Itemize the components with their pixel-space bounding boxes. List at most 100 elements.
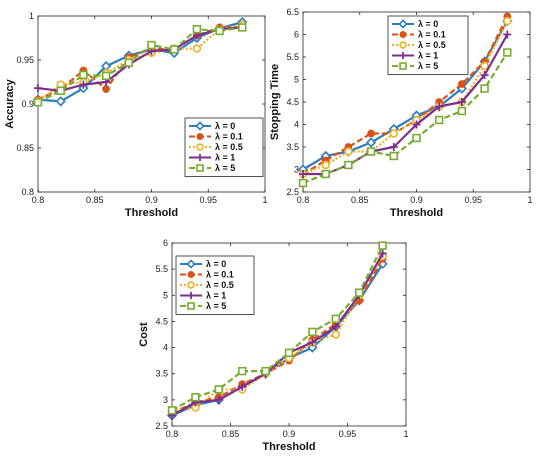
cost-y-tick-label: 6	[163, 238, 168, 248]
stopping-time-y-tick-label: 3	[294, 165, 299, 175]
cost-chart: 0.8 0.85 0.9 0.95 1 2.5 3 3.5 4 4.5 5 5.5 6 Threshold…	[138, 238, 409, 453]
accuracy-y-tick-label: 0.9	[21, 99, 34, 109]
stopping-time-legend-label: λ = 1	[418, 51, 438, 61]
cost-y-tick-label: 3	[163, 395, 168, 405]
cost-legend-label: λ = 1	[206, 291, 226, 301]
stopping-time-data-point	[365, 137, 377, 148]
stopping-time-legend-marker	[399, 41, 407, 49]
stopping-time-y-tick-label: 4	[294, 120, 299, 130]
cost-series-line	[171, 245, 384, 412]
stopping-time-legend-marker	[399, 62, 407, 70]
accuracy-legend: λ = 0λ = 0.1λ = 0.5λ = 1λ = 5	[184, 117, 264, 177]
stopping-time-legend-label: λ = 0.5	[418, 40, 446, 50]
cost-legend-marker	[186, 259, 196, 269]
cost-data-point	[308, 338, 317, 347]
accuracy-data-point	[170, 45, 179, 54]
cost-data-point	[378, 241, 387, 250]
stopping-time-data-point	[321, 169, 330, 179]
stopping-time-data-point	[503, 48, 512, 57]
stopping-time-y-axis-label: Stopping Time	[269, 64, 281, 140]
stopping-time-data-point	[344, 160, 353, 170]
stopping-time-data-point	[389, 151, 398, 161]
cost-legend-label: λ = 0	[206, 259, 226, 269]
cost-y-axis-label: Cost	[138, 322, 150, 347]
stopping-time-chart: 0.8 0.85 0.9 0.95 1 2.5 3 3.5 4 4.5 5 5.5 6 6.5 Thresh…	[269, 7, 533, 219]
cost-data-point	[191, 393, 200, 402]
accuracy-x-tick-label: 0.9	[145, 195, 158, 205]
accuracy-x-tick-label: 0.8	[32, 195, 45, 205]
cost-x-tick-label: 1	[403, 429, 408, 439]
stopping-time-legend-label: λ = 0	[418, 19, 438, 29]
accuracy-legend-marker	[196, 154, 204, 161]
stopping-time-series-line	[302, 16, 509, 175]
accuracy-legend-marker	[196, 143, 204, 151]
stopping-time-data-point	[299, 170, 307, 178]
cost-data-point	[238, 366, 247, 376]
cost-y-tick-label: 5	[163, 290, 168, 300]
stopping-time-data-point	[412, 133, 421, 143]
accuracy-x-tick-label: 0.85	[86, 195, 104, 205]
stopping-time-data-point	[457, 106, 467, 116]
stopping-time-y-tick-label: 2.5	[286, 187, 299, 197]
stopping-time-y-tick-label: 6.5	[286, 7, 299, 17]
cost-x-axis-label: Threshold	[262, 441, 315, 453]
accuracy-y-tick-label: 0.95	[16, 55, 34, 65]
cost-x-tick-label: 0.8	[166, 429, 179, 439]
stopping-time-x-tick-label: 0.9	[410, 195, 423, 205]
stopping-time-y-tick-label: 5	[294, 75, 299, 85]
accuracy-x-axis-label: Threshold	[125, 207, 178, 219]
stopping-time-legend-marker	[399, 31, 407, 38]
accuracy-data-point	[215, 26, 224, 36]
accuracy-legend-marker	[195, 121, 205, 131]
cost-legend-marker	[187, 271, 195, 278]
stopping-time-data-point	[412, 120, 421, 129]
cost-legend-marker	[187, 292, 195, 299]
accuracy-y-tick-label: 0.85	[16, 143, 34, 153]
stopping-time-legend-label: λ = 0.1	[418, 30, 446, 40]
cost-data-point	[284, 348, 294, 357]
accuracy-y-tick-label: 0.8	[21, 187, 34, 197]
stopping-time-data-point	[366, 147, 376, 156]
stopping-time-x-tick-label: 1	[527, 195, 532, 205]
cost-x-tick-label: 0.85	[222, 429, 240, 439]
stopping-time-data-point	[298, 178, 308, 188]
cost-series-4	[167, 241, 387, 415]
accuracy-x-tick-label: 1	[262, 195, 267, 205]
stopping-time-data-point	[435, 102, 444, 111]
accuracy-series-4	[33, 23, 247, 107]
cost-x-tick-label: 0.9	[283, 429, 296, 439]
stopping-time-series-4	[298, 48, 512, 188]
cost-data-point	[331, 330, 340, 339]
cost-y-tick-label: 4	[163, 343, 168, 353]
accuracy-data-point	[124, 58, 134, 67]
stopping-time-data-point	[344, 147, 353, 156]
accuracy-y-axis-label: Accuracy	[4, 78, 16, 128]
accuracy-chart: 0.8 0.85 0.9 0.95 1 0.8 0.85 0.9 0.95 1 Threshold A…	[4, 11, 268, 219]
accuracy-data-point	[79, 80, 88, 89]
accuracy-legend-label: λ = 0	[215, 121, 235, 131]
cost-legend: λ = 0λ = 0.1λ = 0.5λ = 1λ = 5	[175, 255, 255, 315]
accuracy-data-point	[238, 23, 247, 32]
stopping-time-data-point	[434, 115, 444, 125]
stopping-time-data-point	[457, 98, 466, 106]
accuracy-legend-label: λ = 5	[215, 163, 235, 173]
cost-y-tick-label: 3.5	[155, 369, 168, 379]
stopping-time-data-point	[321, 160, 330, 170]
accuracy-y-tick-label: 1	[29, 11, 34, 21]
cost-data-point	[167, 406, 177, 415]
cost-legend-marker	[187, 281, 195, 289]
accuracy-legend-label: λ = 0.5	[215, 142, 243, 152]
stopping-time-data-point	[503, 30, 512, 39]
stopping-time-data-point	[458, 80, 466, 88]
accuracy-data-point	[34, 84, 42, 93]
accuracy-legend-label: λ = 0.1	[215, 132, 243, 142]
stopping-time-y-tick-label: 4.5	[286, 97, 299, 107]
accuracy-data-point	[56, 86, 65, 96]
stopping-time-data-point	[389, 129, 398, 138]
stopping-time-legend-marker	[398, 19, 408, 29]
accuracy-series-line	[37, 23, 243, 103]
accuracy-series-line	[37, 26, 243, 104]
cost-data-point	[214, 385, 223, 394]
stopping-time-legend-label: λ = 5	[418, 61, 438, 71]
accuracy-data-point	[147, 40, 156, 50]
